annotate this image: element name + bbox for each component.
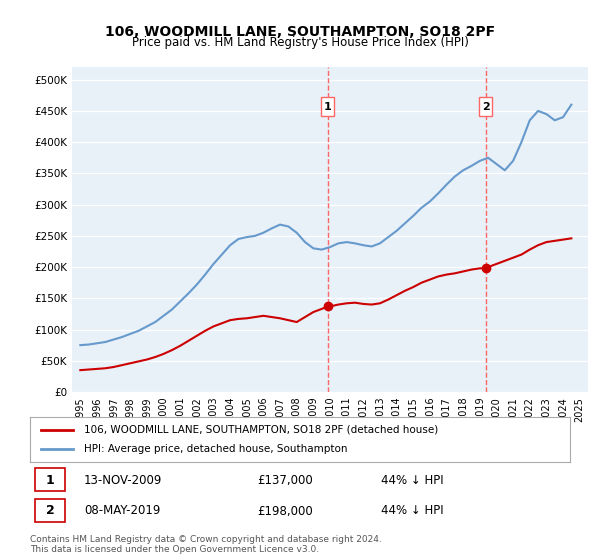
FancyBboxPatch shape — [321, 97, 334, 116]
Text: 08-MAY-2019: 08-MAY-2019 — [84, 505, 160, 517]
FancyBboxPatch shape — [35, 468, 65, 491]
Text: 1: 1 — [46, 474, 55, 487]
Text: 44% ↓ HPI: 44% ↓ HPI — [381, 474, 443, 487]
Text: Contains HM Land Registry data © Crown copyright and database right 2024.
This d: Contains HM Land Registry data © Crown c… — [30, 535, 382, 554]
Text: £137,000: £137,000 — [257, 474, 313, 487]
Text: 1: 1 — [324, 102, 332, 112]
Text: 106, WOODMILL LANE, SOUTHAMPTON, SO18 2PF (detached house): 106, WOODMILL LANE, SOUTHAMPTON, SO18 2P… — [84, 424, 438, 435]
FancyBboxPatch shape — [35, 499, 65, 522]
Text: 13-NOV-2009: 13-NOV-2009 — [84, 474, 163, 487]
Text: 2: 2 — [46, 505, 55, 517]
Text: HPI: Average price, detached house, Southampton: HPI: Average price, detached house, Sout… — [84, 445, 347, 455]
Text: £198,000: £198,000 — [257, 505, 313, 517]
Text: 106, WOODMILL LANE, SOUTHAMPTON, SO18 2PF: 106, WOODMILL LANE, SOUTHAMPTON, SO18 2P… — [105, 25, 495, 39]
Text: Price paid vs. HM Land Registry's House Price Index (HPI): Price paid vs. HM Land Registry's House … — [131, 36, 469, 49]
Text: 2: 2 — [482, 102, 490, 112]
Text: 44% ↓ HPI: 44% ↓ HPI — [381, 505, 443, 517]
FancyBboxPatch shape — [479, 97, 493, 116]
